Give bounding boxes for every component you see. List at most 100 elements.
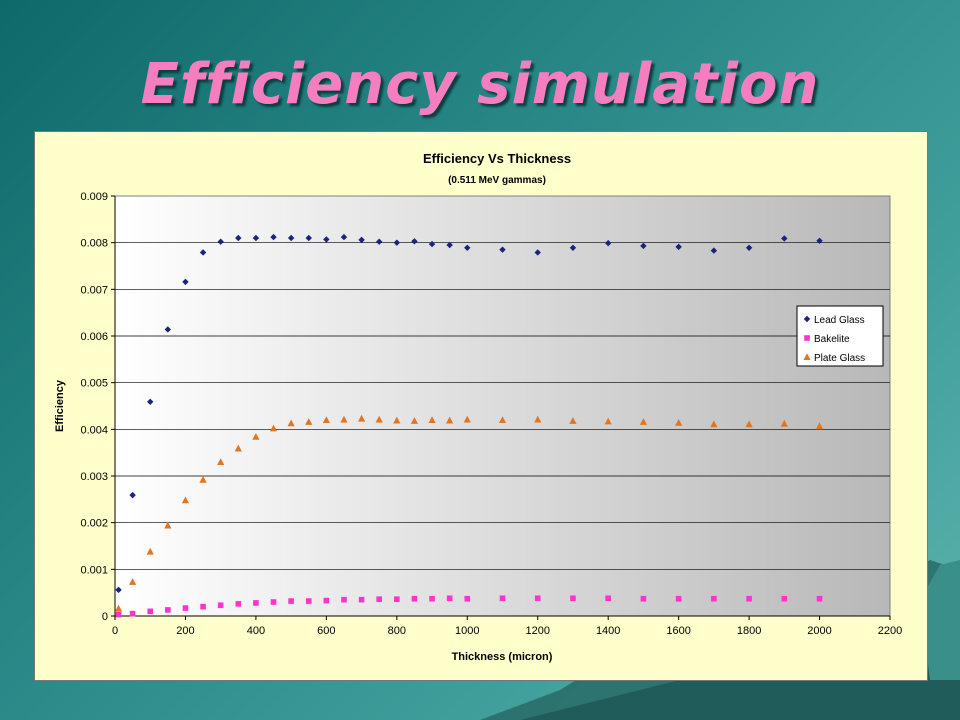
point-lead-glass xyxy=(781,235,788,242)
point-lead-glass xyxy=(816,237,823,244)
legend-label-lead-glass: Lead Glass xyxy=(814,315,865,326)
legend-marker-bakelite xyxy=(804,335,810,341)
chart-subtitle: (0.511 MeV gammas) xyxy=(448,175,546,186)
legend-marker-plate-glass xyxy=(803,353,811,360)
legend-label-plate-glass: Plate Glass xyxy=(814,353,865,364)
point-bakelite xyxy=(270,599,277,605)
y-tick-label: 0.009 xyxy=(80,191,108,203)
point-plate-glass xyxy=(498,416,507,423)
point-bakelite xyxy=(411,595,418,602)
y-tick-label: 0.003 xyxy=(80,471,108,483)
point-plate-glass xyxy=(410,417,419,424)
point-plate-glass xyxy=(340,415,348,423)
chart-title: Efficiency Vs Thickness xyxy=(423,151,571,166)
x-tick-label: 2000 xyxy=(807,625,831,637)
y-tick-label: 0.004 xyxy=(80,424,108,436)
point-bakelite xyxy=(746,595,752,602)
grid-lines xyxy=(115,242,890,570)
point-plate-glass xyxy=(569,417,577,424)
point-plate-glass xyxy=(164,521,172,529)
series-plate-glass xyxy=(114,414,824,612)
point-bakelite xyxy=(446,595,453,602)
point-lead-glass xyxy=(358,236,365,244)
point-bakelite xyxy=(358,596,365,603)
point-bakelite xyxy=(217,602,224,609)
point-bakelite xyxy=(115,611,122,618)
legend-label-bakelite: Bakelite xyxy=(814,334,850,345)
point-bakelite xyxy=(605,595,611,602)
point-lead-glass xyxy=(182,278,189,286)
point-bakelite xyxy=(570,595,576,602)
point-plate-glass xyxy=(129,578,137,585)
point-bakelite xyxy=(288,598,294,604)
point-bakelite xyxy=(394,596,400,602)
point-lead-glass xyxy=(199,249,207,256)
point-lead-glass xyxy=(164,326,172,333)
point-bakelite xyxy=(711,595,717,602)
point-plate-glass xyxy=(780,419,788,427)
point-lead-glass xyxy=(376,238,383,245)
point-lead-glass xyxy=(115,586,122,594)
point-bakelite xyxy=(499,595,506,602)
point-plate-glass xyxy=(199,475,207,483)
point-bakelite xyxy=(253,600,259,606)
y-tick-label: 0.001 xyxy=(80,564,108,576)
point-plate-glass xyxy=(269,424,278,432)
point-bakelite xyxy=(534,595,541,602)
point-lead-glass xyxy=(217,238,224,245)
point-lead-glass xyxy=(393,239,401,246)
point-plate-glass xyxy=(181,496,190,504)
point-lead-glass xyxy=(411,238,418,245)
x-tick-label: 600 xyxy=(317,625,335,637)
y-tick-label: 0 xyxy=(102,611,108,623)
point-bakelite xyxy=(781,595,788,602)
point-bakelite xyxy=(376,596,383,602)
x-tick-label: 1200 xyxy=(525,625,549,637)
point-lead-glass xyxy=(745,244,753,251)
chart-area: Efficiency Vs Thickness (0.511 MeV gamma… xyxy=(34,131,928,681)
x-tick-label: 400 xyxy=(247,625,265,637)
point-bakelite xyxy=(200,603,206,610)
point-lead-glass xyxy=(340,233,348,241)
point-lead-glass xyxy=(235,234,242,242)
point-lead-glass xyxy=(675,243,682,251)
point-bakelite xyxy=(165,607,171,613)
point-plate-glass xyxy=(446,416,454,424)
point-plate-glass xyxy=(305,418,313,425)
point-bakelite xyxy=(147,608,154,615)
series-bakelite xyxy=(115,595,823,618)
point-plate-glass xyxy=(428,416,436,423)
point-plate-glass xyxy=(534,415,542,423)
tick-labels: 0 0.001 0.002 0.003 0.004 0.005 0.006 0.007 0.00… xyxy=(80,191,902,637)
point-plate-glass xyxy=(287,419,295,427)
x-tick-label: 200 xyxy=(176,625,194,637)
x-axis-label: Thickness (micron) xyxy=(452,651,553,663)
point-bakelite xyxy=(464,595,471,602)
point-lead-glass xyxy=(147,398,154,405)
legend-box xyxy=(796,305,884,367)
x-tick-label: 1600 xyxy=(666,625,690,637)
y-tick-label: 0.005 xyxy=(80,378,108,390)
legend: Lead Glass Bakelite Plate Glass xyxy=(796,305,884,367)
point-bakelite xyxy=(675,595,682,602)
data-series xyxy=(114,233,824,618)
point-plate-glass xyxy=(146,547,154,555)
point-lead-glass xyxy=(710,247,718,254)
point-plate-glass xyxy=(114,604,123,612)
x-tick-label: 800 xyxy=(388,625,406,637)
point-plate-glass xyxy=(217,458,225,465)
point-plate-glass xyxy=(375,415,383,423)
y-tick-label: 0.002 xyxy=(80,518,108,530)
point-plate-glass xyxy=(639,418,648,425)
point-plate-glass xyxy=(675,419,683,426)
efficiency-chart: Efficiency Vs Thickness (0.511 MeV gamma… xyxy=(54,151,902,663)
slide-title: Efficiency simulation xyxy=(140,52,820,117)
point-bakelite xyxy=(182,605,189,611)
y-tick-label: 0.007 xyxy=(80,284,108,296)
plot-area xyxy=(114,195,891,617)
point-lead-glass xyxy=(323,236,330,243)
x-tick-label: 1000 xyxy=(455,625,479,637)
point-plate-glass xyxy=(815,422,824,430)
y-tick-label: 0.006 xyxy=(80,331,108,343)
point-plate-glass xyxy=(252,433,260,440)
